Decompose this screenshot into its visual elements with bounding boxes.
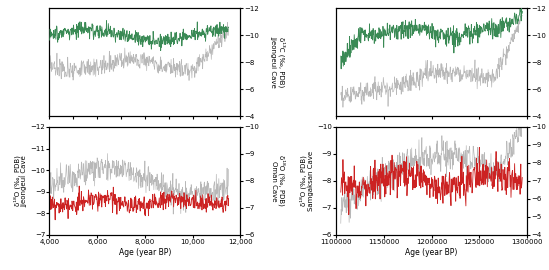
- X-axis label: Age (year BP): Age (year BP): [405, 248, 458, 257]
- X-axis label: Age (year BP): Age (year BP): [119, 248, 171, 257]
- Y-axis label: δ¹³C (‰, PDB)
Jjeongeui Cave: δ¹³C (‰, PDB) Jjeongeui Cave: [271, 36, 285, 88]
- Y-axis label: δ¹⁸O (‰, PDB)
Oman Cave: δ¹⁸O (‰, PDB) Oman Cave: [271, 156, 285, 206]
- Y-axis label: δ¹⁸O (‰, PDB)
Jjeongeui Cave: δ¹⁸O (‰, PDB) Jjeongeui Cave: [13, 155, 27, 207]
- Y-axis label: δ¹⁸O (‰, PDB)
Samgaksan Cave: δ¹⁸O (‰, PDB) Samgaksan Cave: [300, 151, 314, 211]
